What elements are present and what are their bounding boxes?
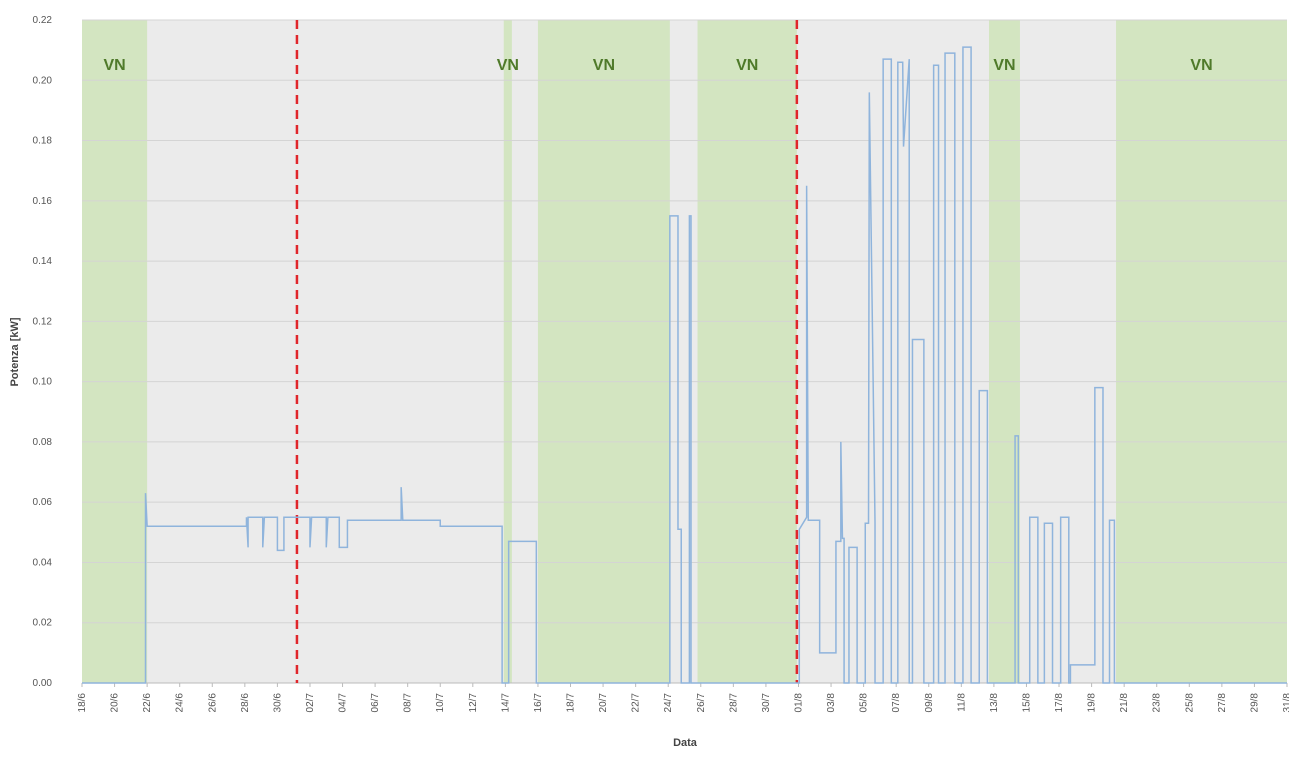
x-tick-label: 15/8 [1021, 693, 1032, 713]
y-tick-label: 0.22 [33, 15, 53, 26]
vacation-region [697, 20, 797, 683]
x-tick-label: 24/7 [663, 693, 674, 713]
y-axis-label: Potenza [kW] [9, 317, 21, 386]
vacation-region [82, 20, 148, 683]
x-tick-label: 25/8 [1184, 693, 1195, 713]
x-tick-label: 19/8 [1087, 693, 1098, 713]
x-tick-label: 23/8 [1152, 693, 1163, 713]
x-tick-label: 18/7 [566, 693, 577, 713]
x-tick-label: 04/7 [338, 693, 349, 713]
x-tick-label: 20/7 [598, 693, 609, 713]
y-tick-label: 0.04 [33, 557, 53, 568]
x-tick-label: 27/8 [1217, 693, 1228, 713]
x-tick-label: 26/7 [696, 693, 707, 713]
x-tick-label: 11/8 [956, 693, 967, 712]
region-label: VN [497, 57, 519, 74]
region-label: VN [993, 57, 1015, 74]
x-tick-label: 29/8 [1249, 693, 1260, 713]
x-tick-label: 12/7 [468, 693, 479, 713]
x-tick-label: 30/7 [761, 693, 772, 713]
x-tick-label: 06/7 [370, 693, 381, 713]
x-tick-label: 30/6 [272, 693, 283, 713]
region-label: VN [1190, 57, 1212, 74]
y-tick-label: 0.08 [33, 437, 53, 448]
vacation-region [503, 20, 512, 683]
x-tick-label: 17/8 [1054, 693, 1065, 713]
vacation-region [537, 20, 670, 683]
x-tick-label: 22/6 [142, 693, 153, 713]
x-tick-label: 16/7 [533, 693, 544, 713]
x-tick-label: 10/7 [435, 693, 446, 713]
x-tick-label: 05/8 [859, 693, 870, 713]
power-line [82, 46, 1287, 684]
x-tick-label: 02/7 [305, 693, 316, 713]
x-tick-label: 03/8 [826, 693, 837, 713]
x-tick-label: 01/8 [793, 693, 804, 713]
x-tick-label: 08/7 [403, 693, 414, 713]
x-tick-label: 14/7 [500, 693, 511, 713]
x-tick-label: 13/8 [989, 693, 1000, 713]
x-tick-label: 21/8 [1119, 693, 1130, 713]
y-tick-label: 0.02 [33, 618, 53, 629]
y-tick-label: 0.12 [33, 316, 53, 327]
y-tick-label: 0.16 [33, 196, 53, 207]
x-tick-label: 31/8 [1282, 693, 1289, 713]
vacation-region [1116, 20, 1287, 683]
x-tick-label: 18/6 [77, 693, 88, 713]
y-tick-label: 0.00 [33, 678, 53, 689]
x-axis-label: Data [673, 737, 698, 749]
region-label: VN [736, 57, 758, 74]
x-tick-label: 26/6 [207, 693, 218, 713]
x-tick-label: 09/8 [924, 693, 935, 713]
plot-background [82, 20, 1287, 683]
x-tick-label: 24/6 [175, 693, 186, 713]
y-tick-label: 0.18 [33, 136, 53, 147]
x-tick-label: 22/7 [631, 693, 642, 713]
y-tick-label: 0.20 [33, 75, 53, 86]
y-tick-label: 0.14 [33, 256, 53, 267]
y-tick-label: 0.06 [33, 497, 53, 508]
region-label: VN [593, 57, 615, 74]
region-label: VN [103, 57, 125, 74]
x-tick-label: 20/6 [110, 693, 121, 713]
x-tick-label: 28/7 [728, 693, 739, 713]
x-tick-label: 07/8 [891, 693, 902, 713]
x-tick-label: 28/6 [240, 693, 251, 713]
y-tick-label: 0.10 [33, 377, 53, 388]
